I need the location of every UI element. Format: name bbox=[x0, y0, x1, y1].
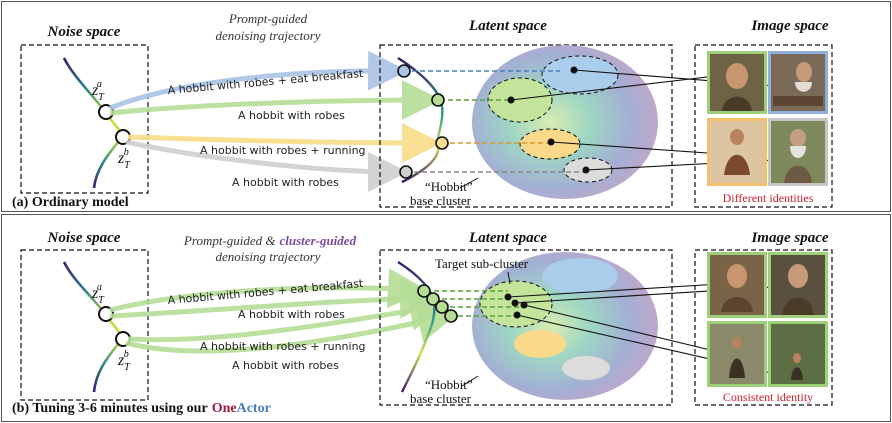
base-cluster-label-a-1: “Hobbit” bbox=[425, 179, 473, 194]
latent-point-b-3 bbox=[435, 300, 449, 314]
latent-point-b-1 bbox=[417, 284, 431, 298]
image-a-4 bbox=[768, 118, 828, 186]
trajectory-b-2 bbox=[109, 278, 440, 319]
target-sub-cluster-label: Target sub-cluster bbox=[435, 256, 529, 271]
trajectory-b-4 bbox=[125, 302, 458, 354]
image-caption-b: Consistent identity bbox=[723, 390, 813, 404]
z-a-label: zTa bbox=[91, 79, 105, 103]
latent-space-title-b: Latent space bbox=[468, 230, 547, 246]
latent-space-title-a: Latent space bbox=[468, 18, 547, 34]
trajectory-a-4 bbox=[125, 139, 408, 192]
image-space-title-b: Image space bbox=[750, 230, 828, 246]
prompt-b-2: A hobbit with robes bbox=[238, 308, 345, 321]
latent-space-box-b bbox=[379, 249, 673, 406]
image-space-title-a: Image space bbox=[750, 18, 828, 34]
prompt-a-3: A hobbit with robes + running bbox=[200, 144, 366, 157]
panel-b: Noise space zTa zTb Prompt-guided & clust… bbox=[12, 230, 833, 416]
latent-point-b-2 bbox=[426, 292, 440, 306]
prompt-a-4: A hobbit with robes bbox=[232, 176, 339, 189]
sub-cluster-b-yellow bbox=[514, 330, 566, 358]
image-b-1 bbox=[707, 252, 767, 318]
latent-point-b-4 bbox=[444, 309, 458, 323]
panel-a: Noise space zTa zTb Prompt-guided denois… bbox=[12, 11, 833, 210]
noise-space-box-a bbox=[20, 44, 149, 194]
latent-curve-b bbox=[397, 260, 436, 393]
trajectory-b-1 bbox=[109, 268, 428, 313]
image-b-4 bbox=[768, 321, 828, 387]
pointer-line-a bbox=[459, 177, 479, 189]
prompt-b-4: A hobbit with robes bbox=[232, 359, 339, 372]
image-b-2 bbox=[768, 252, 828, 318]
trajectory-title-b-1: Prompt-guided & cluster-guided bbox=[183, 233, 357, 248]
panel-b-caption: (b) Tuning 3-6 minutes using our OneActor bbox=[12, 401, 271, 416]
trajectory-title-b-2: denoising trajectory bbox=[215, 249, 320, 264]
latent-curve-a bbox=[397, 56, 444, 184]
base-cluster-label-b-1: “Hobbit” bbox=[425, 377, 473, 392]
trajectory-title-a-1: Prompt-guided bbox=[228, 11, 308, 26]
noise-space-title-a: Noise space bbox=[47, 24, 121, 40]
image-a-1 bbox=[707, 51, 767, 114]
z-b-label-b: zTb bbox=[117, 349, 131, 373]
trajectory-title-a-2: denoising trajectory bbox=[215, 28, 320, 43]
image-b-3 bbox=[707, 321, 767, 387]
trajectory-b-3 bbox=[127, 290, 450, 343]
prompt-a-1: A hobbit with robes + eat breakfast bbox=[167, 67, 364, 97]
z-a-label-b: zTa bbox=[91, 282, 105, 306]
base-cluster-label-b-2: base cluster bbox=[410, 391, 472, 406]
panel-b-frame bbox=[1, 214, 891, 422]
image-space-box-b bbox=[694, 249, 833, 406]
image-space-box-a bbox=[694, 44, 833, 208]
prompt-b-3: A hobbit with robes + running bbox=[200, 340, 366, 353]
base-cluster-label-a-2: base cluster bbox=[410, 193, 472, 208]
noise-space-box-b bbox=[20, 249, 149, 401]
image-caption-a: Different identities bbox=[723, 191, 814, 205]
noise-space-title-b: Noise space bbox=[47, 230, 121, 246]
sub-cluster-b-blue bbox=[542, 258, 618, 294]
image-link-b-3 bbox=[523, 304, 732, 356]
target-pointer bbox=[507, 271, 511, 285]
trajectory-a-1 bbox=[109, 50, 408, 111]
prompt-a-2: A hobbit with robes bbox=[238, 109, 345, 122]
image-a-3 bbox=[707, 118, 767, 186]
pointer-line-b bbox=[461, 375, 479, 387]
latent-point-a-4 bbox=[399, 165, 413, 179]
trajectory-a-2 bbox=[109, 80, 442, 121]
image-a-2 bbox=[768, 51, 828, 114]
panel-a-caption: (a) Ordinary model bbox=[12, 195, 129, 210]
trajectory-a-3 bbox=[127, 122, 442, 163]
latent-point-a-1 bbox=[397, 64, 411, 78]
z-b-label: zTb bbox=[117, 147, 131, 171]
latent-space-box-a bbox=[379, 44, 673, 208]
panel-a-frame bbox=[1, 1, 891, 212]
sub-cluster-a-blue bbox=[541, 55, 619, 95]
latent-point-a-3 bbox=[435, 136, 449, 150]
image-link-b-1 bbox=[507, 283, 721, 298]
sub-cluster-b-gray bbox=[562, 356, 610, 380]
latent-point-a-2 bbox=[431, 93, 445, 107]
